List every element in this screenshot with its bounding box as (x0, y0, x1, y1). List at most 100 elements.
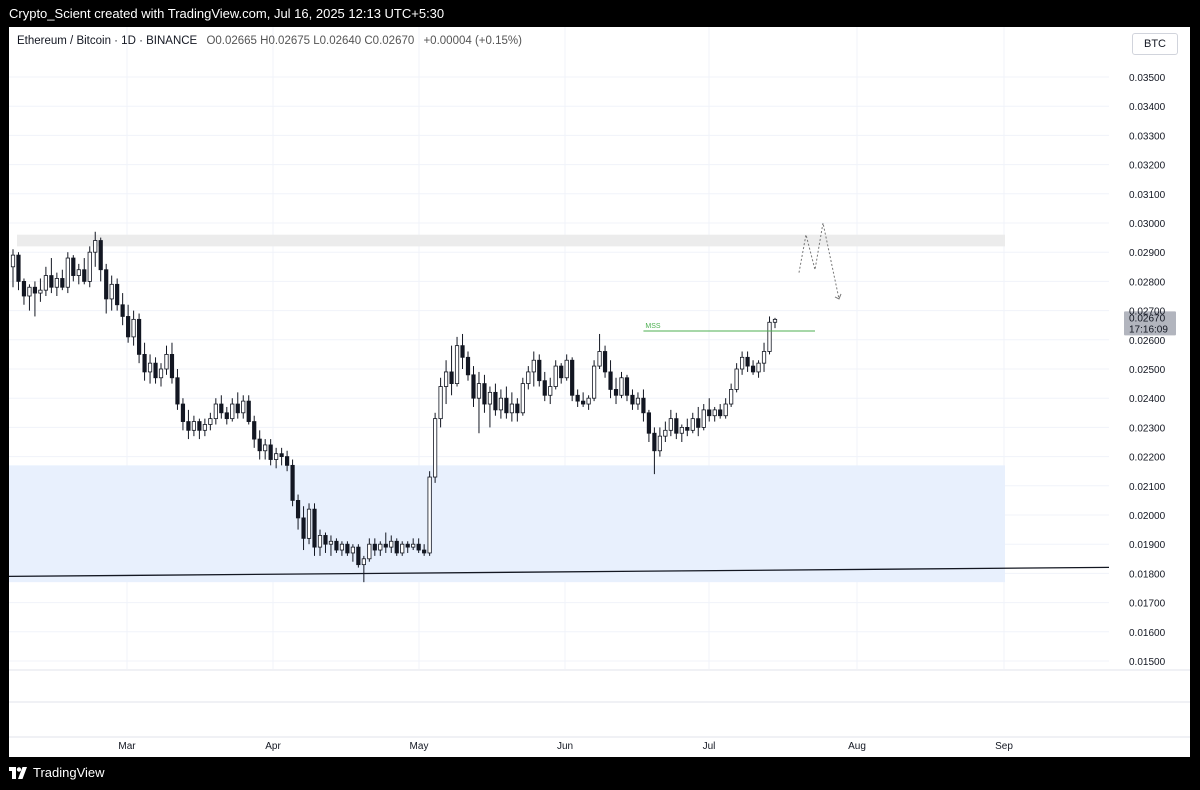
x-tick-label: Mar (118, 741, 136, 752)
y-tick-label: 0.02600 (1129, 336, 1166, 347)
currency-button[interactable]: BTC (1132, 33, 1178, 55)
attribution-bar: Crypto_Scient created with TradingView.c… (0, 0, 1200, 28)
candle-up (729, 389, 734, 405)
y-tick-label: 0.01500 (1129, 657, 1166, 668)
candle-down (613, 389, 619, 396)
candle-down (542, 380, 547, 396)
candle-up (378, 543, 383, 551)
candle-up (663, 429, 668, 437)
candle-up (690, 418, 695, 431)
candle-down (652, 432, 657, 452)
candle-up (361, 558, 366, 566)
attribution-text: Crypto_Scient created with TradingView.c… (9, 6, 445, 21)
y-tick-label: 0.02700 (1129, 307, 1166, 318)
candle-up (131, 318, 136, 338)
candle-down (674, 418, 679, 434)
trendline (9, 566, 1110, 578)
candle-down (581, 400, 586, 405)
candle-down (186, 421, 191, 431)
candle-up (657, 435, 662, 452)
candle-down (104, 269, 109, 300)
candle-down (252, 421, 257, 440)
candle-down (21, 280, 27, 297)
legend-ohlc: O0.02665 H0.02675 L0.02640 C0.02670 (206, 35, 415, 47)
tradingview-icon (9, 766, 27, 779)
candle-down (120, 304, 125, 317)
candle-up (65, 257, 70, 288)
candle-up (339, 543, 345, 551)
tradingview-logo[interactable]: TradingView (9, 765, 105, 780)
candle-down (460, 345, 465, 358)
candle-down (334, 540, 339, 551)
candle-down (153, 362, 158, 379)
candle-up (433, 418, 438, 478)
candle-up (723, 403, 728, 417)
candle-down (301, 517, 306, 539)
projection-path (798, 222, 840, 300)
candle-down (115, 283, 120, 306)
candle-up (241, 400, 246, 414)
candle-up (317, 535, 323, 548)
y-tick-label: 0.03000 (1129, 219, 1166, 230)
candle-up (531, 359, 536, 373)
candle-up (367, 543, 372, 560)
candle-up (712, 409, 717, 417)
y-tick-label: 0.03300 (1129, 131, 1166, 142)
candle-down (224, 412, 229, 420)
candle-down (49, 275, 54, 288)
candle-down (285, 456, 290, 466)
candle-down (136, 318, 142, 355)
candle-down (98, 240, 103, 271)
tradingview-brand: TradingView (33, 765, 105, 780)
candle-up (591, 365, 597, 399)
candle-down (356, 546, 361, 566)
candle-down (745, 356, 750, 367)
candle-down (60, 278, 65, 288)
candle-down (646, 412, 652, 434)
candle-up (597, 351, 602, 367)
candle-up (328, 540, 334, 545)
y-tick-label: 0.01900 (1129, 540, 1166, 551)
candle-down (641, 397, 646, 414)
x-tick-label: Jun (557, 741, 573, 752)
candle-down (537, 359, 542, 382)
y-tick-label: 0.01700 (1129, 599, 1166, 610)
candle-down (142, 353, 147, 373)
candle-up (701, 409, 706, 428)
candle-up (147, 362, 153, 373)
candle-down (559, 365, 564, 379)
symbol-legend: Ethereum / Bitcoin · 1D · BINANCE O0.026… (17, 35, 522, 47)
candle-up (389, 540, 394, 548)
y-tick-label: 0.03100 (1129, 190, 1166, 201)
candle-down (707, 409, 712, 417)
candle-down (394, 540, 399, 554)
candle-up (400, 543, 405, 554)
candle-down (257, 438, 262, 452)
trendline-group (9, 566, 1110, 578)
x-tick-label: Aug (848, 741, 866, 752)
y-tick-label: 0.02900 (1129, 248, 1166, 259)
y-tick-label: 0.03400 (1129, 102, 1166, 113)
candle-down (685, 426, 690, 431)
y-tick-label: 0.02800 (1129, 277, 1166, 288)
candle-down (82, 269, 87, 282)
candle-up (509, 403, 514, 414)
candle-up (476, 383, 482, 399)
candle-up (263, 444, 268, 452)
candle-up (740, 356, 745, 370)
y-tick-label: 0.02500 (1129, 365, 1166, 376)
last-price-value: 0.02670 (1129, 313, 1166, 324)
y-tick-label: 0.01600 (1129, 628, 1166, 639)
candles (10, 231, 778, 583)
candle-up (213, 403, 218, 420)
demand-zone (9, 465, 1005, 583)
candle-up (191, 421, 197, 431)
candle-down (126, 316, 131, 338)
candle-up (564, 359, 569, 379)
candle-down (279, 453, 284, 457)
legend-change: +0.00004 (+0.15%) (423, 35, 522, 47)
candle-down (235, 403, 240, 414)
zones (9, 234, 1005, 583)
